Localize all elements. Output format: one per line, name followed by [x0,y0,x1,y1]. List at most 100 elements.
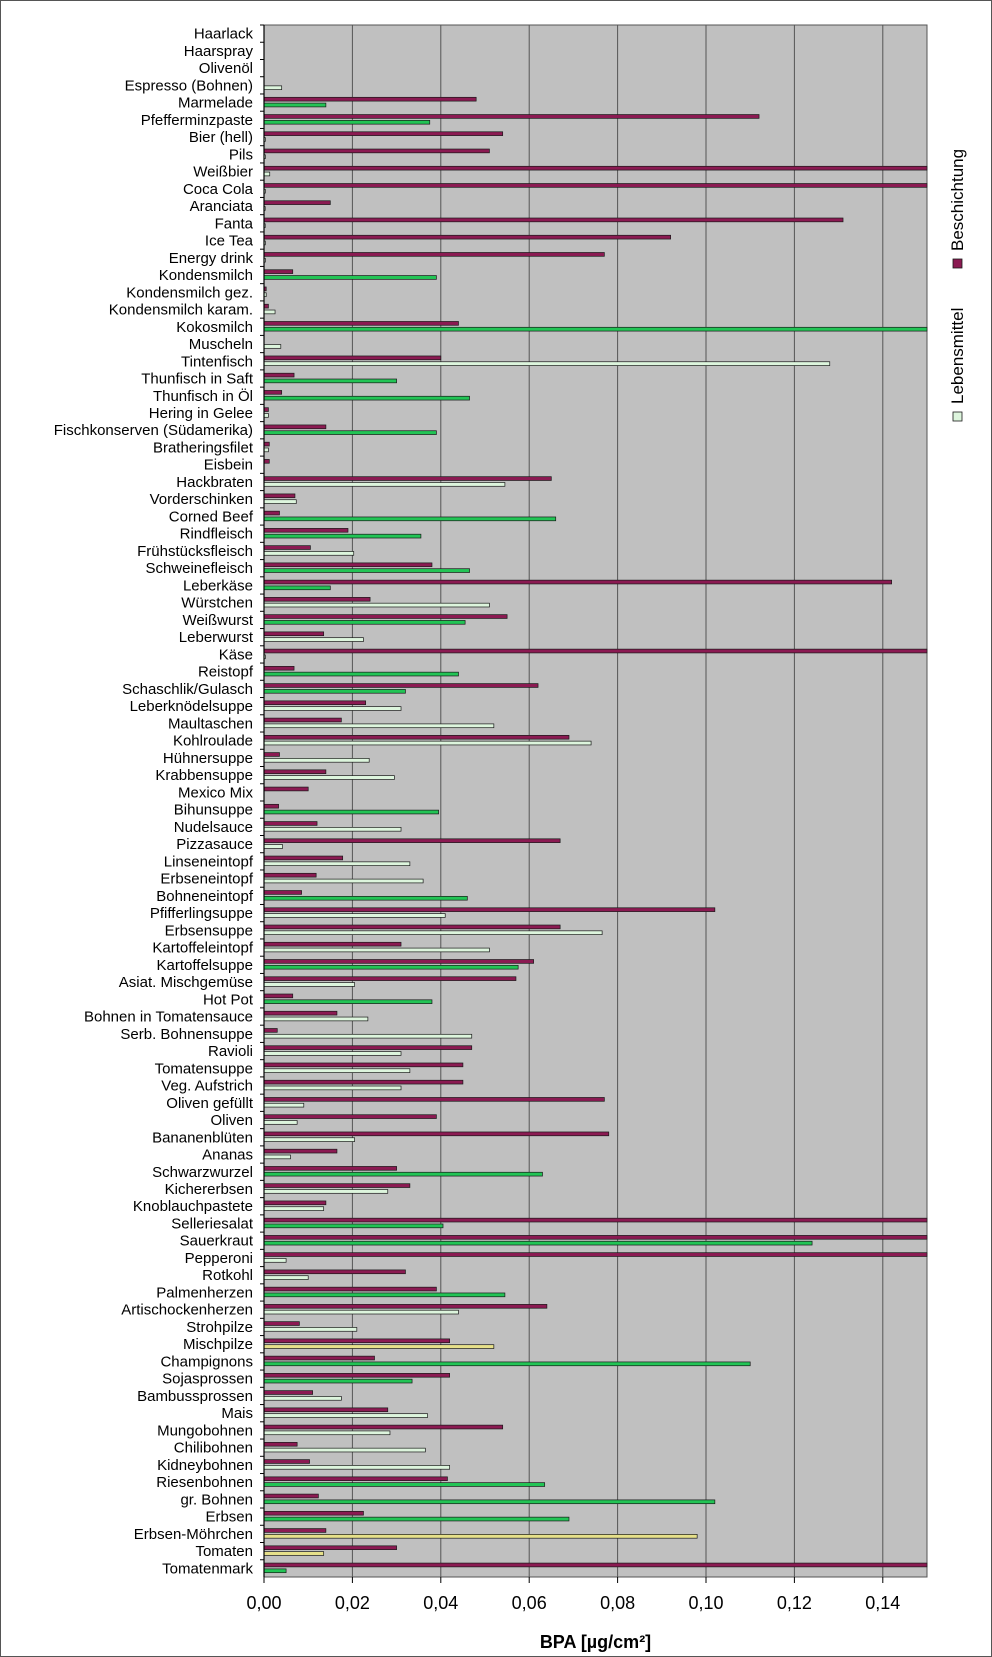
category-label: Energy drink [169,250,254,267]
bar-lebensmittel [263,533,422,539]
category-label: Bambussprossen [137,1388,253,1405]
bar-beschichtung [263,1493,319,1499]
bar-lebensmittel [263,999,433,1004]
category-label: Leberwurst [179,629,254,646]
category-label: Mais [221,1405,253,1422]
category-label: Sojasprossen [162,1371,253,1388]
bar-lebensmittel [263,1361,751,1367]
category-label: Bier (hell) [189,129,253,146]
x-tick-label: 0,04 [423,1593,458,1613]
bar-beschichtung [263,269,294,274]
category-label: Krabbensuppe [155,767,253,784]
category-label: Sauerkraut [180,1233,254,1250]
bar-beschichtung [263,148,490,154]
bar-lebensmittel [263,861,411,867]
category-label: Kokosmilch [176,319,253,336]
bar-beschichtung [263,234,671,240]
bar-beschichtung [263,1097,605,1102]
bar-lebensmittel [263,1120,298,1125]
category-label: Kichererbsen [165,1181,253,1198]
category-label: Pepperoni [185,1250,253,1267]
bar-beschichtung [263,924,561,930]
category-label: Riesenbohnen [156,1474,253,1491]
bar-beschichtung [263,1562,928,1568]
bar-lebensmittel [263,1327,358,1332]
bar-beschichtung [263,1045,473,1050]
bar-beschichtung [263,717,342,723]
x-tick-label: 0,14 [865,1593,900,1613]
bar-lebensmittel [263,1102,305,1108]
category-label: Hühnersuppe [163,750,253,767]
category-label: Pfifferlingsuppe [150,905,253,922]
bar-beschichtung [263,424,327,430]
bar-beschichtung [263,200,331,205]
gridlines [351,25,884,1577]
bar-beschichtung [263,1235,928,1240]
bar-beschichtung [263,1010,338,1016]
bar-beschichtung [263,1338,450,1344]
bar-lebensmittel [263,102,327,108]
category-label: Oliven gefüllt [166,1095,254,1112]
bar-lebensmittel [263,671,459,677]
bar-beschichtung [263,390,283,395]
bar-lebensmittel [263,930,603,935]
category-label: Knoblauchpastete [133,1198,253,1215]
category-label: Rindfleisch [180,526,253,543]
bar-lebensmittel [263,499,297,504]
bar-lebensmittel [263,913,446,918]
x-axis-title: BPA [µg/cm²] [540,1632,651,1652]
bar-lebensmittel [263,482,506,487]
bar-lebensmittel [263,844,283,849]
bar-beschichtung [263,579,892,585]
bar-lebensmittel [263,1240,813,1246]
bar-lebensmittel [263,1206,325,1211]
category-label: Weißwurst [182,612,253,629]
bar-beschichtung [263,803,279,809]
category-label: Kondensmilch [159,267,253,284]
category-label: Rotkohl [202,1267,253,1284]
category-label: Kartoffelsuppe [157,957,253,974]
category-label: Tintenfisch [181,353,253,370]
bar-lebensmittel [263,1051,402,1056]
category-label: Artischockenherzen [121,1302,253,1319]
bar-lebensmittel [263,1516,570,1522]
category-label: Leberkäse [183,577,253,594]
bar-beschichtung [263,597,371,602]
bar-beschichtung [263,786,309,792]
bar-beschichtung [263,96,477,102]
category-label: Hering in Gelee [149,405,253,422]
category-label: Olivenöl [199,60,253,77]
category-label: Espresso (Bohnen) [125,77,253,94]
bar-lebensmittel [263,378,397,384]
bar-beschichtung [263,1217,928,1223]
bar-beschichtung [263,1424,504,1430]
bar-lebensmittel [263,964,519,970]
bar-lebensmittel [263,1396,342,1401]
bar-beschichtung [263,1166,397,1171]
bar-lebensmittel [263,1465,450,1470]
bar-lebensmittel [263,85,283,91]
bar-beschichtung [263,372,295,378]
bar-beschichtung [263,1442,298,1447]
category-label: gr. Bohnen [180,1491,253,1508]
category-label: Mungobohnen [157,1422,253,1439]
bar-beschichtung [263,476,552,481]
category-label: Maultaschen [168,715,253,732]
category-label: Kondensmilch karam. [109,302,253,319]
bar-lebensmittel [263,344,282,349]
bar-beschichtung [263,700,367,706]
bar-lebensmittel [263,947,490,953]
bar-lebensmittel [263,620,466,625]
bar-beschichtung [263,528,349,533]
category-label: Hackbraten [176,474,253,491]
bar-beschichtung [263,562,433,568]
category-label: Selleriesalat [171,1215,254,1232]
category-label: Bohneneintopf [156,888,254,905]
bar-lebensmittel [263,1016,369,1022]
category-label: Weißbier [193,164,253,181]
bar-beschichtung [263,1200,327,1206]
bar-beschichtung [263,838,561,843]
bar-lebensmittel [263,723,495,729]
